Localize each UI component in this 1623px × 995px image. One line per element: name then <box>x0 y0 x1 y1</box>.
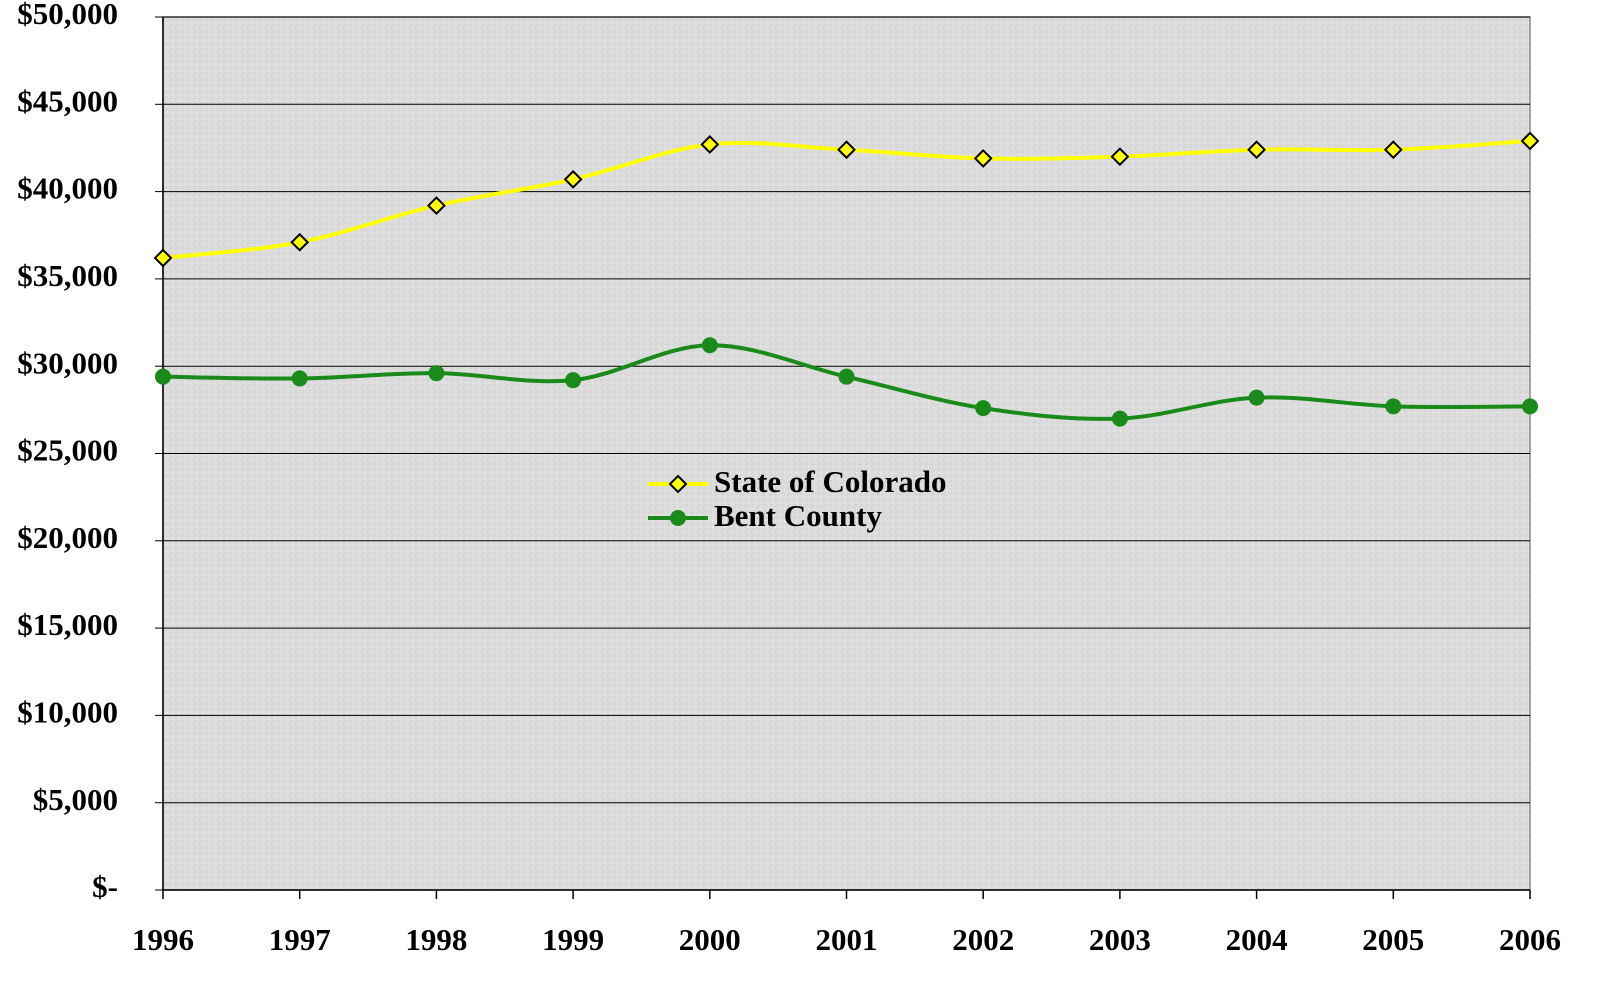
data-point <box>155 368 171 385</box>
data-point <box>290 232 310 252</box>
legend-marker <box>670 510 686 526</box>
x-tick-label: 2002 <box>952 922 1014 957</box>
data-point <box>1110 147 1130 167</box>
data-point <box>291 370 308 387</box>
data-point <box>426 196 446 215</box>
y-tick-label: $15,000 <box>17 607 118 642</box>
x-tick-label: 2000 <box>679 922 741 957</box>
data-point <box>1385 398 1402 415</box>
legend-label: State of Colorado <box>714 464 946 499</box>
y-tick-label: $35,000 <box>17 258 118 293</box>
legend-label: Bent County <box>714 498 882 533</box>
y-tick-label: $30,000 <box>17 345 118 380</box>
y-tick-label: $40,000 <box>17 171 118 206</box>
x-tick-label: 1999 <box>542 922 604 957</box>
data-point <box>1247 140 1267 160</box>
data-point <box>1522 398 1538 415</box>
x-tick-label: 1998 <box>405 922 467 957</box>
data-point <box>837 140 856 160</box>
data-point <box>153 248 173 268</box>
y-tick-label: $- <box>92 869 118 904</box>
x-tick-label: 2004 <box>1226 922 1288 957</box>
x-tick-label: 2003 <box>1089 922 1151 957</box>
y-tick-label: $10,000 <box>17 695 118 730</box>
data-point <box>1111 410 1128 427</box>
data-point <box>563 169 583 189</box>
data-point <box>1520 131 1540 151</box>
x-tick-label: 1996 <box>132 922 194 957</box>
data-point <box>1248 389 1265 406</box>
data-point <box>701 337 718 354</box>
x-tick-label: 1997 <box>269 922 331 957</box>
y-tick-label: $20,000 <box>17 520 118 555</box>
x-tick-label: 2006 <box>1499 922 1561 957</box>
y-tick-label: $45,000 <box>17 83 118 118</box>
y-tick-label: $25,000 <box>17 433 118 468</box>
data-point <box>1383 140 1403 160</box>
data-point <box>565 372 582 389</box>
data-point <box>975 400 992 417</box>
data-point <box>700 135 720 154</box>
data-point <box>428 365 445 382</box>
y-tick-label: $50,000 <box>17 0 118 31</box>
x-tick-label: 2005 <box>1362 922 1424 957</box>
data-point <box>973 149 993 168</box>
legend-marker <box>668 474 688 494</box>
x-tick-label: 2001 <box>816 922 878 957</box>
y-tick-label: $5,000 <box>33 782 118 817</box>
data-point <box>838 368 855 385</box>
